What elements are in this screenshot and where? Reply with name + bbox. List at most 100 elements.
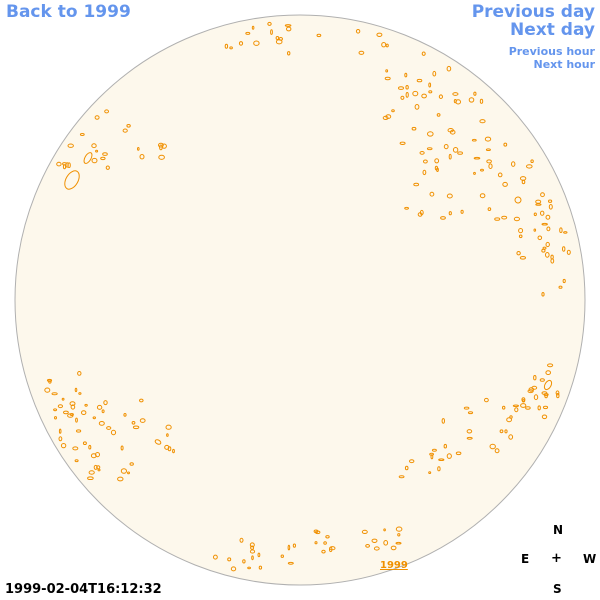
contour-mark [566,249,571,255]
contour-mark [224,43,229,49]
contour-mark [103,400,108,406]
contour-mark [239,537,244,543]
contour-mark [512,404,520,408]
contour-mark [60,443,67,449]
contour-mark [358,50,365,55]
contour-mark [96,404,103,410]
contour-mark [371,538,378,543]
contour-mark [556,393,560,399]
contour-mark [525,406,531,410]
contour-mark [417,212,423,217]
contour-mark [533,228,537,232]
contour-mark [70,404,76,410]
contour-mark [412,90,419,97]
year-link[interactable]: 1999 [380,560,408,571]
contour-mark [453,99,457,104]
contour-mark [452,147,459,153]
contour-mark [468,97,475,103]
contour-mark [457,151,464,155]
contour-mark [503,142,508,147]
contour-mark [533,212,537,217]
contour-mark [287,51,291,56]
contour-mark [213,554,218,560]
contour-mark [242,559,246,564]
contour-mark [270,29,273,35]
contour-mark [249,549,256,554]
contour-mark [494,217,501,221]
contour-mark [404,465,409,471]
contour-mark [434,158,440,164]
contour-mark [506,417,513,423]
previous-hour-link[interactable]: Previous hour [508,45,595,58]
contour-mark [384,76,391,81]
contour-mark [499,429,504,434]
contour-mark [91,157,98,164]
contour-mark [466,429,473,434]
next-day-link[interactable]: Next day [510,20,595,40]
back-to-year-link[interactable]: Back to 1999 [6,2,131,22]
contour-mark [546,226,551,232]
contour-mark [249,542,255,548]
contour-mark [67,413,74,418]
previous-day-link[interactable]: Previous day [471,2,595,22]
contour-mark [501,215,508,220]
contour-mark [120,445,124,451]
contour-mark [397,533,401,537]
contour-mark [314,541,318,545]
contour-mark [428,471,432,475]
contour-mark [463,406,470,410]
contour-mark [245,31,251,35]
contour-mark [428,90,433,94]
contour-mark [437,466,441,472]
next-hour-link[interactable]: Next hour [533,58,596,71]
contour-mark [258,565,263,570]
contour-mark [329,546,333,553]
contour-mark [488,163,493,169]
contour-mark [275,36,280,40]
compass-west: W [583,552,597,566]
contour-mark [429,452,435,456]
compass-north: N [553,523,564,537]
contour-mark [158,142,164,148]
contour-mark [541,248,546,253]
contour-mark [497,172,503,178]
contour-mark [287,544,291,551]
contour-mark [438,458,445,462]
contour-mark [413,182,420,187]
contour-mark [137,147,140,151]
contour-mark [521,397,526,402]
contour-mark [95,149,99,153]
contour-mark [518,234,523,239]
contour-mark [545,214,551,220]
contour-mark [545,252,550,258]
contour-mark [485,148,491,151]
contour-mark [432,70,437,77]
contour-mark [105,165,110,170]
contour-mark [409,459,415,464]
contour-mark [446,193,453,199]
contour-mark [100,156,106,161]
contour-mark [404,72,408,78]
contour-mark [110,429,117,436]
contour-mark [502,181,508,187]
contour-mark [514,407,519,413]
contour-mark [172,448,175,454]
contour-mark [544,393,548,399]
contour-mark [280,554,284,558]
contour-mark [287,561,294,565]
contour-mark [238,41,244,46]
contour-mark [275,39,283,45]
contour-mark [391,109,395,113]
contour-mark [382,115,389,121]
contour-mark [513,216,521,222]
contour-mark [547,363,554,368]
contour-mark [139,418,146,423]
magnetic-contours [44,21,571,572]
contour-mark [508,434,514,440]
contour-mark [92,416,97,420]
contour-mark [545,241,550,248]
contour-mark [385,43,389,48]
contour-mark [533,394,539,401]
contour-mark [548,204,553,210]
solar-disk [14,14,586,586]
